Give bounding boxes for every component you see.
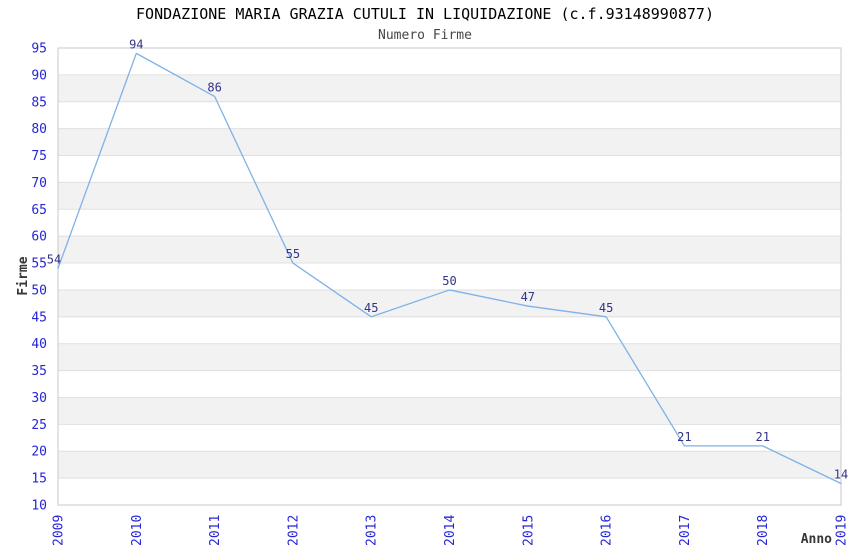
plot-band (58, 289, 841, 317)
y-tick-label: 75 (31, 149, 47, 164)
y-tick-label: 20 (31, 445, 47, 460)
plot-band (58, 236, 841, 264)
x-axis-title: Anno (801, 532, 832, 547)
x-tick-label: 2010 (130, 515, 145, 546)
y-tick-label: 15 (31, 472, 47, 487)
x-tick-label: 2011 (208, 515, 223, 546)
y-tick-label: 60 (31, 230, 47, 245)
y-tick-label: 90 (31, 68, 47, 83)
y-tick-label: 35 (31, 364, 47, 379)
x-tick-label: 2018 (756, 515, 771, 546)
y-tick-label: 95 (31, 42, 47, 57)
plot-band (58, 343, 841, 371)
y-tick-label: 30 (31, 391, 47, 406)
x-tick-label: 2013 (365, 515, 380, 546)
plot-band (58, 451, 841, 479)
x-tick-labels: 2009 2010 2011 2012 2013 2014 2015 2016 2017 2018… (52, 515, 850, 546)
y-tick-label: 80 (31, 122, 47, 137)
data-point-label: 54 (47, 252, 61, 266)
y-tick-label: 25 (31, 418, 47, 433)
data-point-label: 55 (286, 247, 300, 261)
plot-band (58, 370, 841, 398)
y-tick-label: 45 (31, 310, 47, 325)
x-tick-label: 2012 (286, 515, 301, 546)
data-point-label: 50 (442, 274, 456, 288)
data-point-label: 21 (755, 430, 769, 444)
x-tick-label: 2009 (52, 515, 67, 546)
x-tick-label: 2015 (521, 515, 536, 546)
data-series (57, 52, 842, 485)
data-point-label: 21 (677, 430, 691, 444)
x-tick-label: 2017 (678, 515, 693, 546)
y-tick-label: 65 (31, 203, 47, 218)
plot-band (58, 263, 841, 290)
data-point-label: 94 (129, 37, 143, 51)
y-tick-label: 70 (31, 176, 47, 191)
plot-band (58, 316, 841, 344)
data-point-label: 45 (599, 301, 613, 315)
plot-bands (58, 48, 841, 505)
plot-band (58, 397, 841, 425)
y-tick-labels: 10 15 20 25 30 35 40 45 50 55 60 65 70 75 80 85 90 95 (31, 42, 47, 514)
y-tick-label: 10 (31, 499, 47, 514)
data-point-label: 86 (207, 80, 221, 94)
y-tick-label: 55 (31, 257, 47, 272)
x-tick-label: 2016 (600, 515, 615, 546)
chart-title: FONDAZIONE MARIA GRAZIA CUTULI IN LIQUID… (136, 5, 714, 23)
data-point-label: 14 (834, 467, 848, 481)
plot-band (58, 48, 841, 75)
y-axis-title: Firme (16, 256, 31, 295)
data-labels: 54 94 86 55 45 50 47 45 21 21 14 (47, 37, 848, 481)
plot-band (58, 155, 841, 183)
plot-band (58, 209, 841, 237)
x-tick-label: 2014 (443, 515, 458, 546)
data-point-label: 47 (521, 290, 535, 304)
chart-subtitle: Numero Firme (378, 28, 472, 43)
plot-border (57, 47, 842, 506)
y-tick-label: 40 (31, 337, 47, 352)
plot-band (58, 128, 841, 156)
plot-band (58, 101, 841, 129)
x-tick-label: 2019 (835, 515, 850, 546)
data-point-label: 45 (364, 301, 378, 315)
plot-band (58, 478, 841, 505)
plot-band (58, 182, 841, 210)
y-tick-label: 50 (31, 283, 47, 298)
plot-band (58, 424, 841, 452)
y-tick-label: 85 (31, 95, 47, 110)
series-line (57, 52, 842, 485)
plot-band (58, 74, 841, 102)
